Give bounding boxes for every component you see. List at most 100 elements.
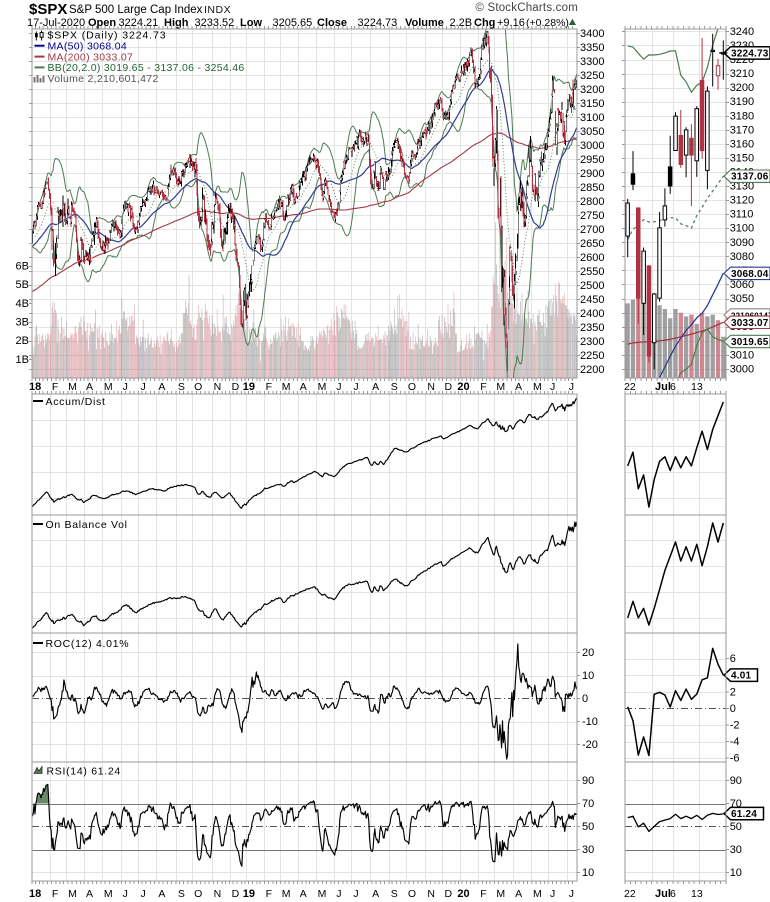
svg-text:0: 0	[582, 693, 588, 705]
svg-text:F: F	[266, 381, 272, 393]
svg-text:J: J	[550, 888, 555, 900]
svg-text:N: N	[427, 381, 435, 393]
svg-text:20: 20	[582, 647, 594, 659]
svg-text:S: S	[391, 381, 398, 393]
svg-text:13: 13	[691, 888, 703, 900]
svg-text:J: J	[140, 381, 145, 393]
svg-text:J: J	[353, 381, 358, 393]
svg-text:10: 10	[582, 867, 594, 879]
svg-text:J: J	[123, 888, 128, 900]
svg-text:2850: 2850	[580, 182, 604, 194]
svg-text:A: A	[515, 888, 522, 900]
svg-text:17-Jul-2020: 17-Jul-2020	[27, 17, 85, 29]
svg-text:2.2B: 2.2B	[450, 17, 473, 29]
svg-text:A: A	[372, 888, 379, 900]
svg-text:S: S	[178, 381, 185, 393]
svg-text:22: 22	[624, 888, 636, 900]
svg-text:3050: 3050	[580, 126, 604, 138]
svg-text:F: F	[266, 888, 272, 900]
svg-text:2900: 2900	[580, 168, 604, 180]
svg-text:M: M	[68, 888, 77, 900]
svg-text:3120: 3120	[730, 195, 754, 207]
svg-text:3080: 3080	[730, 251, 754, 263]
svg-text:A: A	[300, 888, 307, 900]
svg-text:F: F	[52, 888, 58, 900]
svg-text:3210: 3210	[730, 68, 754, 80]
svg-text:4B: 4B	[16, 298, 29, 310]
svg-text:J: J	[569, 381, 574, 393]
svg-text:3400: 3400	[580, 28, 604, 40]
svg-text:J: J	[123, 381, 128, 393]
svg-text:3350: 3350	[580, 42, 604, 54]
svg-text:5B: 5B	[16, 279, 29, 291]
svg-text:3019.65: 3019.65	[731, 337, 769, 348]
svg-text:3033.07: 3033.07	[731, 318, 769, 329]
svg-text:-20: -20	[582, 739, 598, 751]
svg-text:Accum/Dist: Accum/Dist	[46, 396, 106, 408]
svg-text:$SPX (Daily) 3224.73: $SPX (Daily) 3224.73	[48, 30, 167, 42]
svg-text:3137.06: 3137.06	[731, 172, 769, 183]
svg-text:50: 50	[730, 821, 742, 833]
svg-text:-4: -4	[730, 736, 740, 748]
svg-text:On Balance Vol: On Balance Vol	[46, 519, 128, 531]
svg-text:6: 6	[670, 888, 676, 900]
svg-text:10: 10	[582, 670, 594, 682]
svg-text:18: 18	[29, 381, 41, 393]
svg-text:6: 6	[730, 653, 736, 665]
svg-text:A: A	[86, 888, 93, 900]
svg-text:F: F	[480, 888, 486, 900]
svg-text:Jul: Jul	[655, 888, 671, 900]
svg-text:30: 30	[582, 844, 594, 856]
svg-text:$SPX: $SPX	[29, 1, 67, 18]
svg-text:F: F	[480, 381, 486, 393]
svg-text:2200: 2200	[580, 364, 604, 376]
svg-text:A: A	[300, 381, 307, 393]
svg-text:6: 6	[670, 381, 676, 393]
svg-text:4.01: 4.01	[731, 671, 752, 682]
svg-text:3100: 3100	[730, 223, 754, 235]
svg-text:(+0.28%): (+0.28%)	[526, 17, 569, 29]
svg-text:13: 13	[691, 381, 703, 393]
svg-text:3050: 3050	[730, 293, 754, 305]
svg-text:N: N	[427, 888, 435, 900]
svg-text:20: 20	[457, 381, 469, 393]
svg-text:3150: 3150	[580, 98, 604, 110]
svg-text:A: A	[515, 381, 522, 393]
svg-text:6B: 6B	[16, 261, 29, 273]
svg-text:J: J	[336, 888, 341, 900]
svg-text:M: M	[282, 381, 291, 393]
svg-text:3110: 3110	[730, 209, 754, 221]
svg-text:10: 10	[730, 867, 742, 879]
svg-text:3130: 3130	[730, 181, 754, 193]
svg-text:19: 19	[243, 381, 255, 393]
svg-text:3000: 3000	[580, 140, 604, 152]
svg-text:Volume 2,210,601,472: Volume 2,210,601,472	[48, 73, 159, 85]
svg-text:2650: 2650	[580, 238, 604, 250]
svg-text:M: M	[318, 381, 327, 393]
svg-text:0: 0	[730, 703, 736, 715]
svg-text:MA(50) 3068.04: MA(50) 3068.04	[48, 41, 128, 53]
svg-text:O: O	[194, 381, 202, 393]
svg-text:ROC(12) 4.01%: ROC(12) 4.01%	[46, 638, 130, 650]
svg-text:18: 18	[29, 888, 41, 900]
svg-text:2250: 2250	[580, 350, 604, 362]
svg-text:N: N	[214, 888, 222, 900]
svg-text:3090: 3090	[730, 237, 754, 249]
svg-text:2350: 2350	[580, 322, 604, 334]
svg-text:3068.04: 3068.04	[731, 269, 769, 280]
svg-text:J: J	[353, 888, 358, 900]
svg-text:RSI(14) 61.24: RSI(14) 61.24	[47, 766, 121, 778]
svg-text:50: 50	[582, 821, 594, 833]
svg-text:2B: 2B	[16, 335, 29, 347]
svg-text:S: S	[178, 888, 185, 900]
svg-text:S: S	[391, 888, 398, 900]
svg-text:3100: 3100	[580, 112, 604, 124]
svg-text:61.24: 61.24	[731, 809, 757, 820]
svg-text:3010: 3010	[730, 349, 754, 361]
svg-text:INDX: INDX	[204, 4, 231, 16]
svg-text:30: 30	[730, 844, 742, 856]
svg-text:3190: 3190	[730, 96, 754, 108]
svg-text:A: A	[86, 381, 93, 393]
svg-text:Low: Low	[240, 17, 262, 29]
svg-text:M: M	[533, 381, 542, 393]
